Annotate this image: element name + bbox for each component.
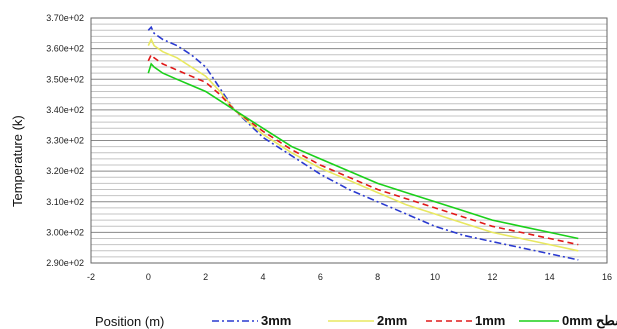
series-line-2 (147, 53, 579, 246)
x-tick-label: 10 (430, 272, 440, 282)
x-tick-label: 14 (545, 272, 555, 282)
y-tick-label: 3.70e+02 (46, 13, 84, 23)
y-tick-label: 3.10e+02 (46, 197, 84, 207)
legend-label-1: 2mm (377, 313, 407, 328)
legend-label-2: 1mm (475, 313, 505, 328)
chart-legend: 3mm 2mm 1mm 0mm زبری سطح (212, 313, 617, 329)
x-tick-label: 6 (318, 272, 323, 282)
horizontal-gridlines (91, 17, 607, 264)
legend-label-0: 3mm (261, 313, 291, 328)
y-axis-tick-labels: 2.90e+02 3.00e+02 3.10e+02 3.20e+02 3.30e+02… (46, 13, 84, 268)
y-tick-label: 3.00e+02 (46, 227, 84, 237)
y-tick-label: 3.50e+02 (46, 74, 84, 84)
series-line-3 (147, 62, 579, 240)
series-line-0 (147, 25, 579, 261)
data-series-group (147, 25, 579, 261)
x-tick-label: 4 (260, 272, 265, 282)
series-line-1 (147, 37, 579, 252)
x-axis-title: Position (m) (95, 314, 164, 329)
y-tick-label: 2.90e+02 (46, 258, 84, 268)
plot-area-frame (90, 17, 608, 264)
y-tick-label: 3.20e+02 (46, 166, 84, 176)
x-tick-label: 12 (487, 272, 497, 282)
y-tick-label: 3.60e+02 (46, 44, 84, 54)
x-tick-label: 2 (203, 272, 208, 282)
y-tick-label: 3.30e+02 (46, 136, 84, 146)
x-tick-label: 16 (602, 272, 612, 282)
x-tick-label: 8 (375, 272, 380, 282)
y-axis-title: Temperature (k) (10, 115, 25, 207)
legend-label-3: 0mm زبری سطح (562, 313, 617, 329)
x-tick-label: -2 (87, 272, 95, 282)
x-tick-label: 0 (146, 272, 151, 282)
y-tick-label: 3.40e+02 (46, 105, 84, 115)
x-axis-tick-labels: -2 0 2 4 6 8 10 12 14 16 (87, 272, 612, 282)
